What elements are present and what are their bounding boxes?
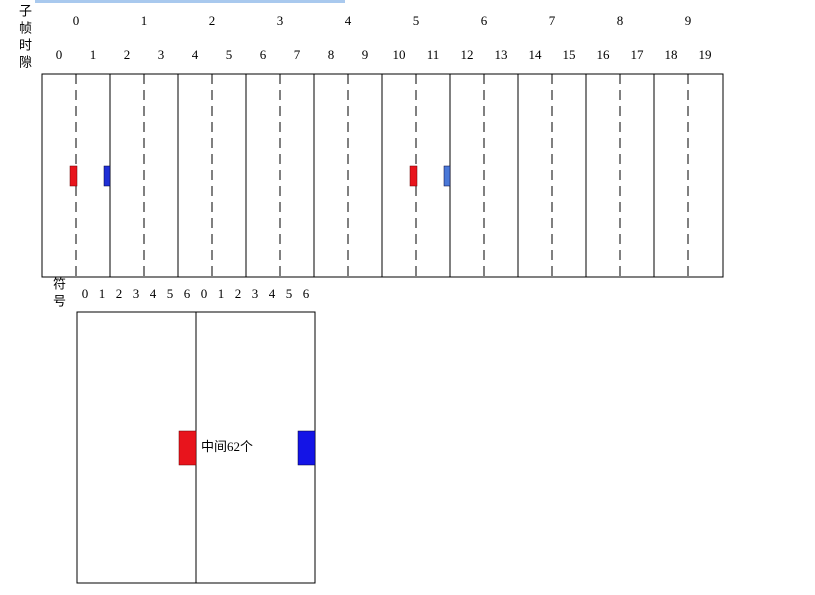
slot-number: 10 (393, 47, 406, 62)
subframe-number: 1 (141, 13, 148, 28)
symbol-number: 5 (286, 286, 293, 301)
slot-number: 15 (563, 47, 576, 62)
sss-marker (103, 165, 111, 187)
symbol-number: 2 (235, 286, 242, 301)
slot-lines (75, 74, 689, 277)
slot-number: 18 (665, 47, 678, 62)
slot-number: 13 (495, 47, 508, 62)
slot-number: 11 (427, 47, 440, 62)
slot-number: 16 (597, 47, 611, 62)
slot-number: 8 (328, 47, 335, 62)
symbol-number: 5 (167, 286, 174, 301)
symbol-number: 1 (218, 286, 225, 301)
pss-marker (409, 165, 418, 187)
slot-number: 1 (90, 47, 97, 62)
subframe-number: 5 (413, 13, 420, 28)
subframe-number: 6 (481, 13, 488, 28)
slot-number: 19 (699, 47, 712, 62)
sss-marker (297, 430, 316, 466)
annotation: 中间62个 (201, 439, 253, 454)
subframe-number: 2 (209, 13, 216, 28)
symbol-number: 3 (252, 286, 259, 301)
symbol-number: 3 (133, 286, 140, 301)
symbol-number: 0 (82, 286, 89, 301)
symbol-number: 6 (184, 286, 191, 301)
pss-marker (178, 430, 197, 466)
symbol-number: 2 (116, 286, 123, 301)
subframe-number: 0 (73, 13, 80, 28)
symbol-number: 0 (201, 286, 208, 301)
slot-number: 6 (260, 47, 267, 62)
symbol-number: 4 (150, 286, 157, 301)
slot-number: 9 (362, 47, 369, 62)
slot-number: 0 (56, 47, 63, 62)
pss-marker (69, 165, 78, 187)
slot-label: 时隙 (17, 38, 32, 72)
symbol-number: 1 (99, 286, 106, 301)
slot-number: 12 (461, 47, 474, 62)
slot-number: 14 (529, 47, 543, 62)
subframe-label: 子帧 (17, 4, 32, 38)
subframe-number: 4 (345, 13, 352, 28)
slot-number: 7 (294, 47, 301, 62)
symbol-number: 6 (303, 286, 310, 301)
top-bar (35, 0, 345, 3)
subframe-number: 9 (685, 13, 692, 28)
slot-number: 3 (158, 47, 165, 62)
subframe-number: 8 (617, 13, 624, 28)
symbol-label: 符号 (51, 277, 66, 311)
slot-number: 2 (124, 47, 131, 62)
slot-number: 5 (226, 47, 233, 62)
sss-marker (443, 165, 451, 187)
slot-number: 17 (631, 47, 645, 62)
subframe-number: 3 (277, 13, 284, 28)
symbol-number: 4 (269, 286, 276, 301)
subframe-number: 7 (549, 13, 556, 28)
slot-number: 4 (192, 47, 199, 62)
